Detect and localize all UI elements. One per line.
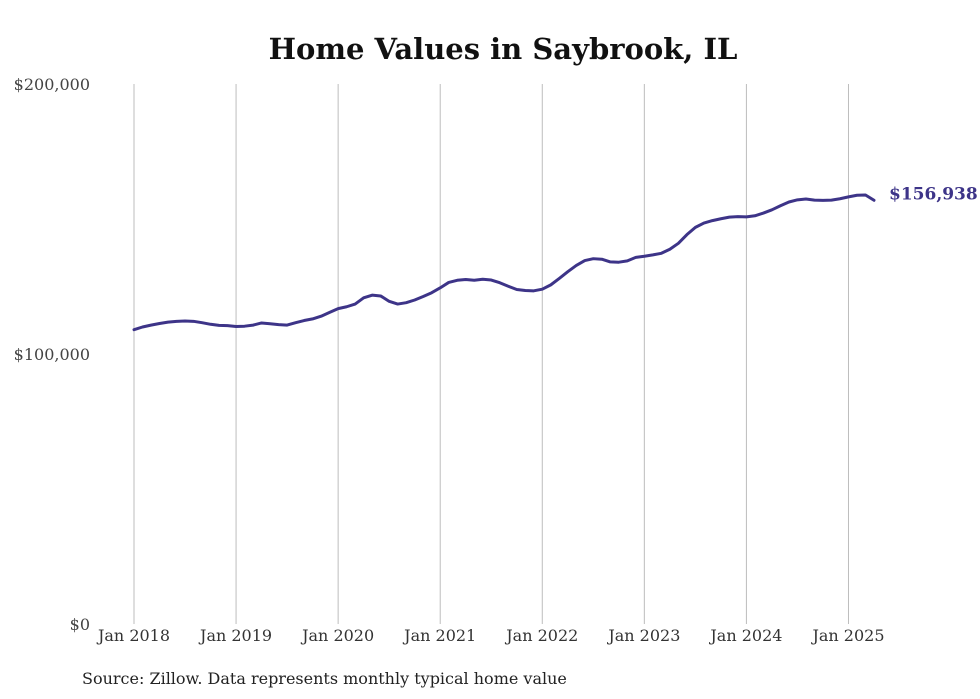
x-tick-label-2024-01: Jan 2024 — [708, 626, 782, 645]
x-tick-label-2023-01: Jan 2023 — [606, 626, 680, 645]
x-tick-label-2020-01: Jan 2020 — [300, 626, 374, 645]
x-tick-label-2025-01: Jan 2025 — [810, 626, 884, 645]
x-tick-label-2021-01: Jan 2021 — [402, 626, 476, 645]
x-tick-label-2022-01: Jan 2022 — [504, 626, 578, 645]
x-axis-ticks: Jan 2018 Jan 2019 Jan 2020 Jan 2021 Jan 2022… — [96, 626, 885, 645]
x-tick-label-2019-01: Jan 2019 — [198, 626, 272, 645]
y-tick-label-100000: $100,000 — [14, 345, 90, 364]
y-tick-label-0: $0 — [70, 615, 90, 634]
source-note: Source: Zillow. Data represents monthly … — [82, 669, 567, 688]
x-tick-label-2018-01: Jan 2018 — [96, 626, 170, 645]
y-tick-label-200000: $200,000 — [14, 75, 90, 94]
end-value-label: $156,938 — [889, 184, 978, 204]
gridlines — [133, 84, 849, 624]
y-axis-ticks: $0 $100,000 $200,000 — [14, 75, 90, 634]
chart-title: Home Values in Saybrook, IL — [269, 32, 738, 66]
series-line-home-value — [132, 193, 876, 332]
